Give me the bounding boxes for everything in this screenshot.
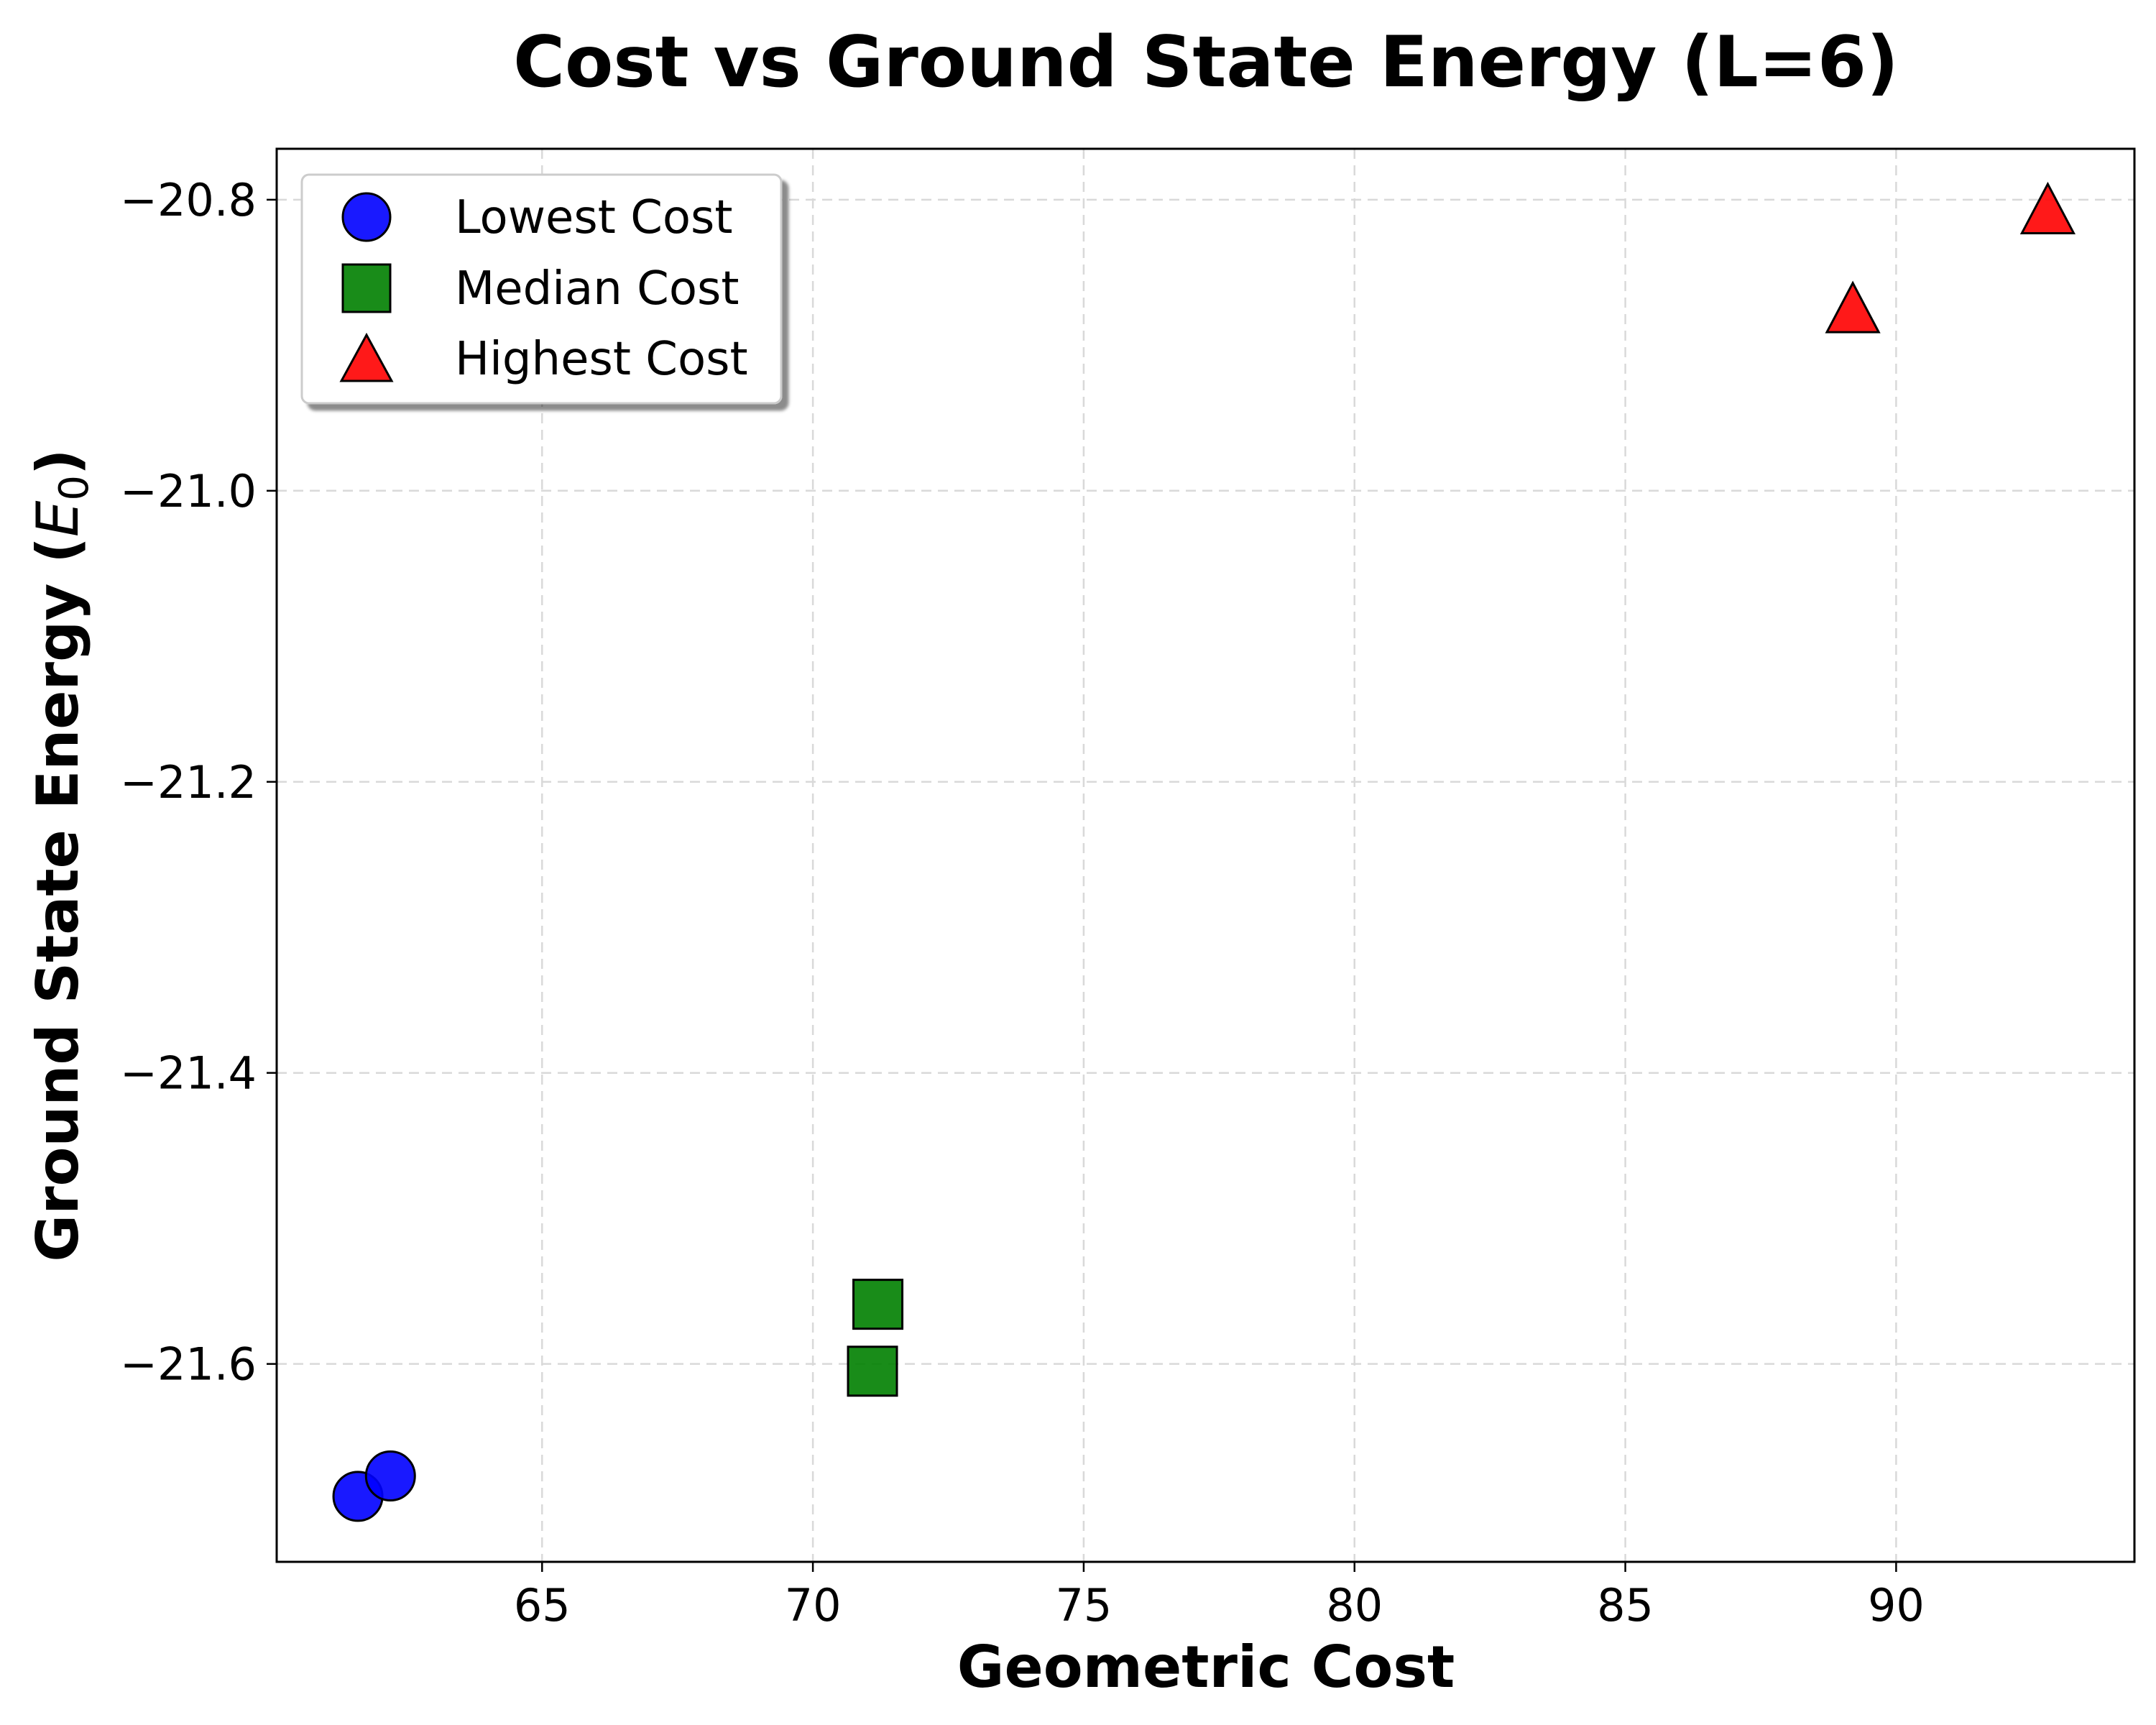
legend-marker-lowest-cost: [341, 192, 392, 242]
legend-label-lowest-cost: Lowest Cost: [455, 191, 732, 244]
highest-cost-point-2: [2019, 181, 2076, 234]
y-tick-label: −21.6: [120, 1338, 257, 1391]
x-tick-label: 90: [1868, 1579, 1925, 1632]
x-tick-label: 75: [1055, 1579, 1112, 1632]
legend-label-median-cost: Median Cost: [455, 262, 739, 316]
y-axis-label: Ground State Energy (E0): [24, 448, 98, 1261]
legend-marker-highest-cost: [339, 332, 394, 382]
data-points: [332, 181, 2076, 1522]
legend-marker-median-cost: [341, 263, 392, 313]
x-tick-label: 70: [785, 1579, 842, 1632]
y-tick-label: −21.2: [120, 756, 257, 809]
legend-label-highest-cost: Highest Cost: [455, 333, 748, 386]
x-axis-label: Geometric Cost: [957, 1634, 1455, 1701]
legend-box: [300, 173, 783, 405]
x-tick-label: 65: [514, 1579, 571, 1632]
x-tick-label: 85: [1597, 1579, 1654, 1632]
y-tick-label: −21.0: [120, 465, 257, 518]
x-axis-ticks: 65 70 75 80 85 90: [514, 1562, 1925, 1632]
y-axis-ticks: −20.8 −21.0 −21.2 −21.4 −21.6: [120, 174, 277, 1391]
median-cost-point-1: [847, 1346, 898, 1397]
legend: Lowest Cost Median Cost Highest Cost: [300, 173, 783, 405]
grid: [277, 149, 2134, 1562]
lowest-cost-point-2: [364, 1450, 416, 1502]
y-tick-label: −20.8: [120, 174, 257, 226]
chart-title: Cost vs Ground State Energy (L=6): [513, 22, 1899, 104]
x-tick-label: 80: [1326, 1579, 1383, 1632]
plot-frame: [275, 147, 2136, 1563]
y-tick-label: −21.4: [120, 1047, 257, 1100]
highest-cost-point-1: [1825, 280, 1881, 334]
median-cost-point-2: [852, 1279, 904, 1330]
